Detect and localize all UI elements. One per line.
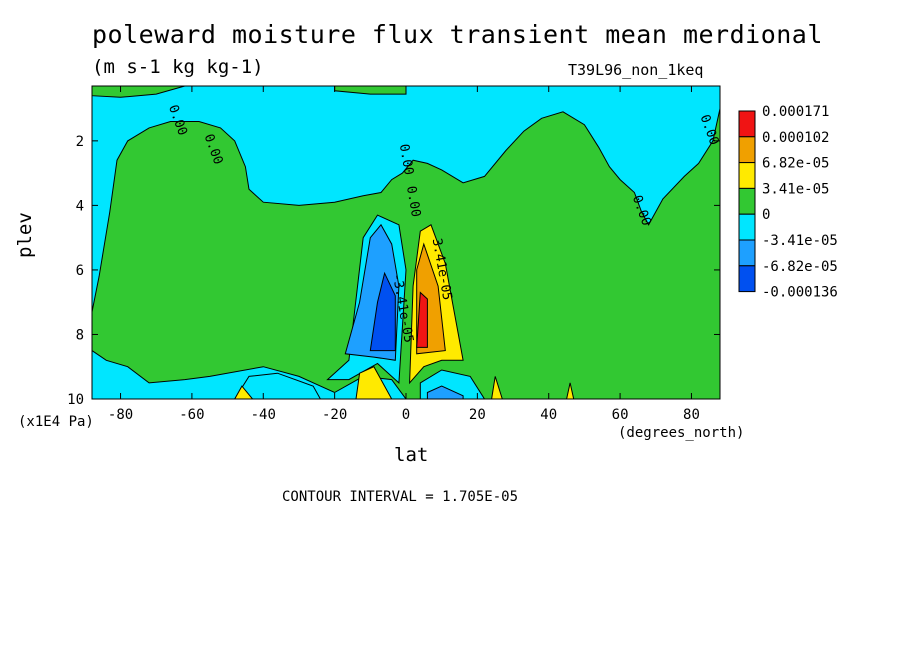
x-tick-label: 20	[469, 407, 486, 423]
x-tick-label: -40	[251, 407, 276, 423]
y-axis-units: (x1E4 Pa)	[18, 414, 94, 430]
colorbar-label: -0.000136	[762, 285, 838, 301]
x-tick-label: 80	[683, 407, 700, 423]
colorbar-swatch	[738, 239, 756, 267]
x-tick-label: -60	[179, 407, 204, 423]
y-tick-label: 6	[76, 263, 84, 279]
colorbar-swatch	[738, 110, 756, 138]
y-tick-label: 8	[76, 327, 84, 343]
y-tick-label: 4	[76, 198, 84, 214]
colorbar-swatch	[738, 187, 756, 215]
x-tick-label: 40	[540, 407, 557, 423]
colorbar-label: -3.41e-05	[762, 233, 838, 249]
chart-title: poleward moisture flux transient mean me…	[92, 20, 823, 49]
contour-region-7	[426, 385, 464, 400]
contour-region-8	[369, 271, 396, 352]
x-tick-label: -20	[322, 407, 347, 423]
colorbar-label: 0	[762, 207, 770, 223]
y-tick-label: 10	[67, 392, 84, 408]
colorbar-label: 3.41e-05	[762, 181, 829, 197]
colorbar-label: 0.000102	[762, 130, 829, 146]
x-tick-label: 60	[612, 407, 629, 423]
colorbar: 0.000171 0.000102 6.82e-05 3.41e-05 0 -3.41e-…	[738, 104, 838, 301]
chart-units: (m s-1 kg kg-1)	[92, 56, 264, 78]
colorbar-swatch	[738, 162, 756, 189]
contour-label-2: 0.00	[396, 143, 416, 176]
colorbar-swatch	[738, 136, 756, 164]
y-tick-label: 2	[76, 134, 84, 150]
x-axis-ticks: -80 -60 -40 -20 0 20 40 60 80	[108, 86, 700, 423]
filled-contour-regions	[91, 85, 721, 400]
colorbar-label: -6.82e-05	[762, 259, 838, 275]
colorbar-label: 0.000171	[762, 104, 829, 120]
contour-region-15	[416, 291, 428, 348]
run-label: T39L96_non_1keq	[568, 61, 704, 79]
colorbar-swatch	[738, 265, 756, 293]
colorbar-label: 6.82e-05	[762, 156, 829, 172]
contour-label-3: 0.00	[403, 185, 423, 218]
x-tick-label: -80	[108, 407, 133, 423]
x-tick-label: 0	[402, 407, 410, 423]
x-axis-units: (degrees_north)	[618, 425, 745, 441]
contour-region-0	[91, 108, 721, 400]
y-axis-ticks: 2 4 6 8 10	[67, 134, 720, 408]
colorbar-swatch	[738, 213, 756, 241]
contour-interval-note: CONTOUR INTERVAL = 1.705E-05	[282, 489, 519, 505]
x-axis-label: lat	[394, 444, 429, 466]
